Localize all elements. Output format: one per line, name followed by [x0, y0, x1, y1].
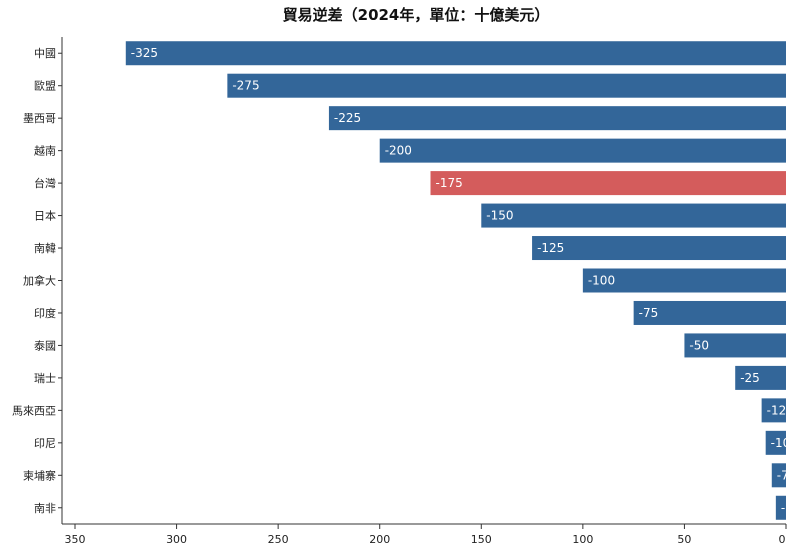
x-tick-label: 0	[779, 533, 786, 546]
bar-value-label: -5	[781, 501, 793, 515]
bar-1	[125, 41, 786, 66]
bar-value-label: -125	[537, 241, 564, 255]
x-tick-label: 150	[471, 533, 492, 546]
category-label: 瑞士	[34, 371, 56, 385]
bar-value-label: -150	[486, 209, 513, 223]
chart-title: 貿易逆差（2024年，單位：十億美元）	[283, 6, 550, 24]
bar-value-label: -25	[740, 371, 760, 385]
category-label: 南韓	[34, 242, 56, 255]
category-label: 馬來西亞	[12, 404, 56, 417]
bar-value-label: -225	[334, 111, 361, 125]
bar-value-label: -75	[639, 306, 659, 320]
bar-value-label: -10	[771, 436, 791, 450]
bar-3	[328, 106, 786, 131]
x-tick-label: 200	[369, 533, 390, 546]
category-label: 台灣	[34, 176, 56, 190]
bar-15	[775, 495, 786, 520]
category-label: 墨西哥	[23, 112, 56, 125]
category-label: 印度	[34, 306, 56, 320]
category-label: 南非	[34, 502, 56, 515]
x-axis-layer: 350 300 250 200 150 100 50 0	[65, 524, 787, 546]
x-tick-label: 350	[65, 533, 86, 546]
x-tick-label: 50	[677, 533, 691, 546]
bar-6	[481, 203, 786, 228]
bar-value-label: -100	[588, 274, 615, 288]
bar-10	[684, 333, 786, 358]
category-label: 越南	[34, 144, 56, 158]
category-label: 日本	[34, 209, 56, 223]
x-tick-label: 250	[268, 533, 289, 546]
bar-value-label: -175	[436, 176, 463, 190]
category-label: 歐盟	[34, 79, 56, 93]
bar-2	[227, 73, 786, 98]
bar-13	[765, 430, 786, 455]
bar-7	[532, 236, 786, 261]
bar-12	[761, 398, 786, 423]
bar-value-label: -50	[689, 338, 709, 352]
bar-value-label: -200	[385, 144, 412, 158]
category-label: 加拿大	[23, 274, 56, 288]
bar-value-label: -12	[767, 403, 787, 417]
bars-layer: -325 -275 -225 -200 -175 -150 -125 -100 -75 -50 -2…	[125, 41, 793, 520]
category-label: 中國	[34, 47, 56, 60]
bar-8	[582, 268, 786, 293]
bar-value-label: -275	[232, 79, 259, 93]
bar-5	[430, 171, 786, 196]
bar-4	[379, 138, 786, 163]
bar-9	[633, 300, 786, 325]
category-label: 印尼	[34, 437, 56, 450]
category-label: 泰國	[34, 338, 56, 352]
x-tick-label: 300	[166, 533, 187, 546]
bar-11	[735, 365, 786, 390]
bar-value-label: -7	[777, 468, 789, 482]
bar-14	[771, 463, 786, 488]
category-label: 柬埔寨	[23, 468, 56, 482]
x-tick-label: 100	[572, 533, 593, 546]
bar-value-label: -325	[131, 46, 158, 60]
